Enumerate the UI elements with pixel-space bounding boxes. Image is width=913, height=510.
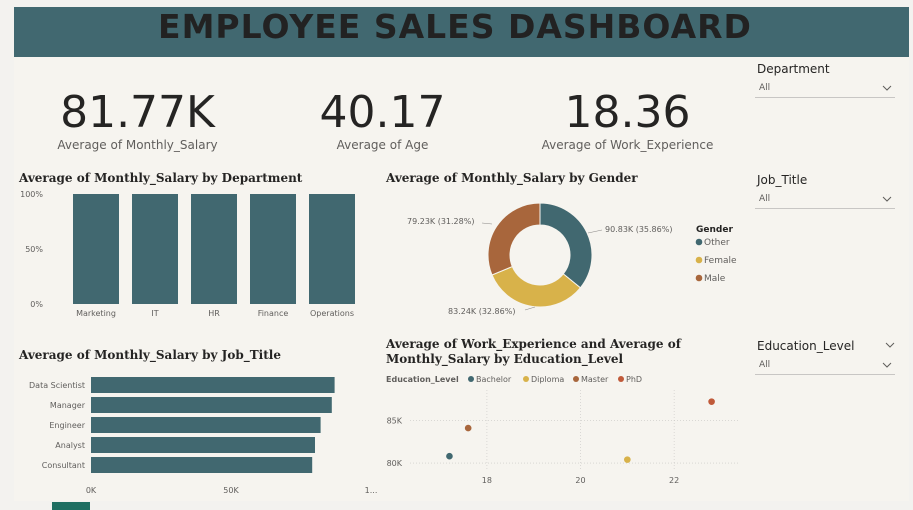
kpi-value: 81.77K	[60, 87, 215, 138]
y-tick-label: Consultant	[42, 461, 85, 470]
dropdown-value: All	[759, 194, 771, 204]
legend-label-female: Female	[704, 256, 737, 266]
x-tick-label: 20	[575, 476, 585, 485]
education-scatter-chart[interactable]: Education_Level Bachelor Diploma Master PhD 8…	[380, 368, 750, 488]
legend-title: Education_Level	[386, 375, 459, 384]
chevron-down-icon	[882, 196, 892, 202]
legend-marker	[573, 376, 579, 382]
slicer-label-education: Education_Level	[757, 339, 855, 353]
x-tick-label: 18	[482, 476, 492, 485]
kpi-value: 40.17	[319, 87, 446, 138]
dropdown-value: All	[759, 83, 771, 93]
kpi-value: 18.36	[564, 87, 691, 138]
bar-analyst	[91, 437, 315, 453]
slice-data-label: 79.23K (31.28%)	[407, 217, 474, 226]
kpi-card-salary[interactable]: 81.77K Average of Monthly_Salary	[40, 87, 235, 153]
legend-marker	[618, 376, 624, 382]
y-tick-label: Engineer	[49, 421, 85, 430]
point-bachelor	[446, 452, 453, 460]
slice-male	[487, 202, 541, 276]
slice-other	[539, 202, 593, 289]
bar-finance	[250, 194, 296, 304]
bar-operations	[309, 194, 355, 304]
chevron-down-icon[interactable]	[885, 340, 895, 350]
chevron-down-icon	[882, 85, 892, 91]
legend-label-bachelor: Bachelor	[476, 375, 512, 384]
x-tick-label: 1...	[365, 486, 378, 495]
dashboard-title: EMPLOYEE SALES DASHBOARD	[158, 7, 752, 46]
x-tick-label: HR	[208, 309, 220, 318]
x-tick-label: Finance	[258, 309, 289, 318]
legend-marker	[695, 274, 703, 282]
gender-donut-chart[interactable]: 90.83K (35.86%) 83.24K (32.86%) 79.23K (31…	[380, 186, 740, 326]
label-leader	[481, 222, 493, 225]
bar-marketing	[73, 194, 119, 304]
legend-label-master: Master	[581, 375, 609, 384]
education-dropdown[interactable]: All	[755, 358, 895, 375]
legend-label-male: Male	[704, 274, 726, 284]
y-tick-label: 80K	[387, 459, 403, 468]
x-tick-label: IT	[151, 309, 158, 318]
bar-engineer	[91, 417, 321, 433]
kpi-card-age[interactable]: 40.17 Average of Age	[285, 87, 480, 153]
bar-hr	[191, 194, 237, 304]
kpi-label: Average of Work_Experience	[541, 138, 714, 152]
kpi-card-experience[interactable]: 18.36 Average of Work_Experience	[530, 87, 725, 153]
chevron-down-icon	[882, 362, 892, 368]
y-tick-label: Manager	[50, 401, 86, 410]
x-tick-label: Marketing	[76, 309, 116, 318]
dropdown-value: All	[759, 360, 771, 370]
y-tick-label: 50%	[25, 245, 43, 254]
bar-it	[132, 194, 178, 304]
y-tick-label: 85K	[387, 416, 403, 425]
legend-label-diploma: Diploma	[531, 375, 564, 384]
slice-data-label: 83.24K (32.86%)	[448, 307, 515, 316]
point-phd	[708, 398, 715, 405]
point-diploma	[624, 456, 631, 463]
legend-marker	[695, 238, 703, 246]
x-tick-label: Operations	[310, 309, 354, 318]
legend-marker	[468, 376, 474, 382]
point-master	[464, 424, 472, 432]
slicer-label-job-title: Job_Title	[757, 173, 808, 187]
dept-bar-chart[interactable]: 100% 50% 0% Marketing IT HR Finance Operations	[14, 186, 364, 324]
legend-title: Gender	[696, 225, 733, 235]
slicer-label-department: Department	[757, 62, 830, 76]
bar-consultant	[91, 457, 313, 473]
y-tick-label: Analyst	[55, 441, 85, 450]
job-title-dropdown[interactable]: All	[755, 192, 895, 209]
slice-data-label: 90.83K (35.86%)	[605, 225, 672, 234]
job-chart-title: Average of Monthly_Salary by Job_Title	[19, 348, 281, 362]
x-tick-label: 22	[669, 476, 679, 485]
legend-marker	[523, 376, 529, 382]
y-tick-label: 0%	[30, 300, 43, 309]
bar-manager	[91, 397, 332, 413]
kpi-label: Average of Age	[336, 138, 429, 152]
legend-label-other: Other	[704, 238, 730, 248]
gender-chart-title: Average of Monthly_Salary by Gender	[386, 171, 638, 185]
kpi-label: Average of Monthly_Salary	[57, 138, 218, 152]
y-tick-label: 100%	[20, 190, 43, 199]
label-leader	[524, 306, 536, 311]
edu-chart-title: Average of Work_Experience and Average o…	[386, 337, 681, 366]
x-tick-label: 0K	[86, 486, 97, 495]
label-leader	[587, 229, 603, 234]
page-tab[interactable]	[52, 502, 90, 510]
y-tick-label: Data Scientist	[29, 381, 85, 390]
dept-chart-title: Average of Monthly_Salary by Department	[19, 171, 303, 185]
bar-data-scientist	[91, 377, 335, 393]
department-dropdown[interactable]: All	[755, 81, 895, 98]
x-tick-label: 50K	[223, 486, 239, 495]
legend-label-phd: PhD	[626, 375, 642, 384]
job-bar-chart[interactable]: Data Scientist Manager Engineer Analyst Cons…	[14, 368, 384, 498]
legend-marker	[695, 256, 703, 264]
header-banner	[14, 7, 909, 57]
